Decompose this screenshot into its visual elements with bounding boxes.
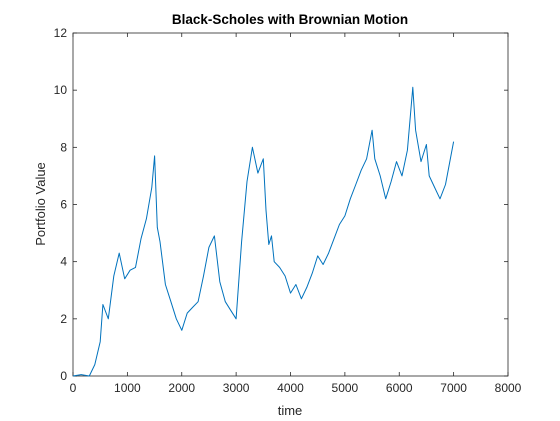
y-tick-label: 6	[60, 198, 67, 212]
x-axis-label: time	[278, 403, 303, 418]
x-tick-label: 7000	[440, 381, 467, 395]
x-tick-label: 5000	[332, 381, 359, 395]
plot-area: 0 1000 2000 3000 4000 5000 6000 7000 8000 0 2 4 6 8 10…	[54, 26, 522, 395]
y-tick-label: 0	[60, 369, 67, 383]
y-tick-label: 8	[60, 140, 67, 154]
y-tick-label: 2	[60, 312, 67, 326]
series-line	[72, 86, 455, 377]
x-tick-label: 4000	[277, 381, 304, 395]
x-tick-label: 2000	[168, 381, 195, 395]
x-tick-label: 1000	[114, 381, 141, 395]
y-tick-label: 10	[54, 83, 68, 97]
x-tick-label: 8000	[495, 381, 522, 395]
y-tick-label: 12	[54, 26, 68, 40]
x-tick-label: 3000	[223, 381, 250, 395]
x-tick-label: 0	[70, 381, 77, 395]
y-tick-label: 4	[60, 255, 67, 269]
y-axis-label: Portfolio Value	[33, 162, 48, 246]
x-tick-label: 6000	[386, 381, 413, 395]
chart-title: Black-Scholes with Brownian Motion	[172, 12, 408, 27]
